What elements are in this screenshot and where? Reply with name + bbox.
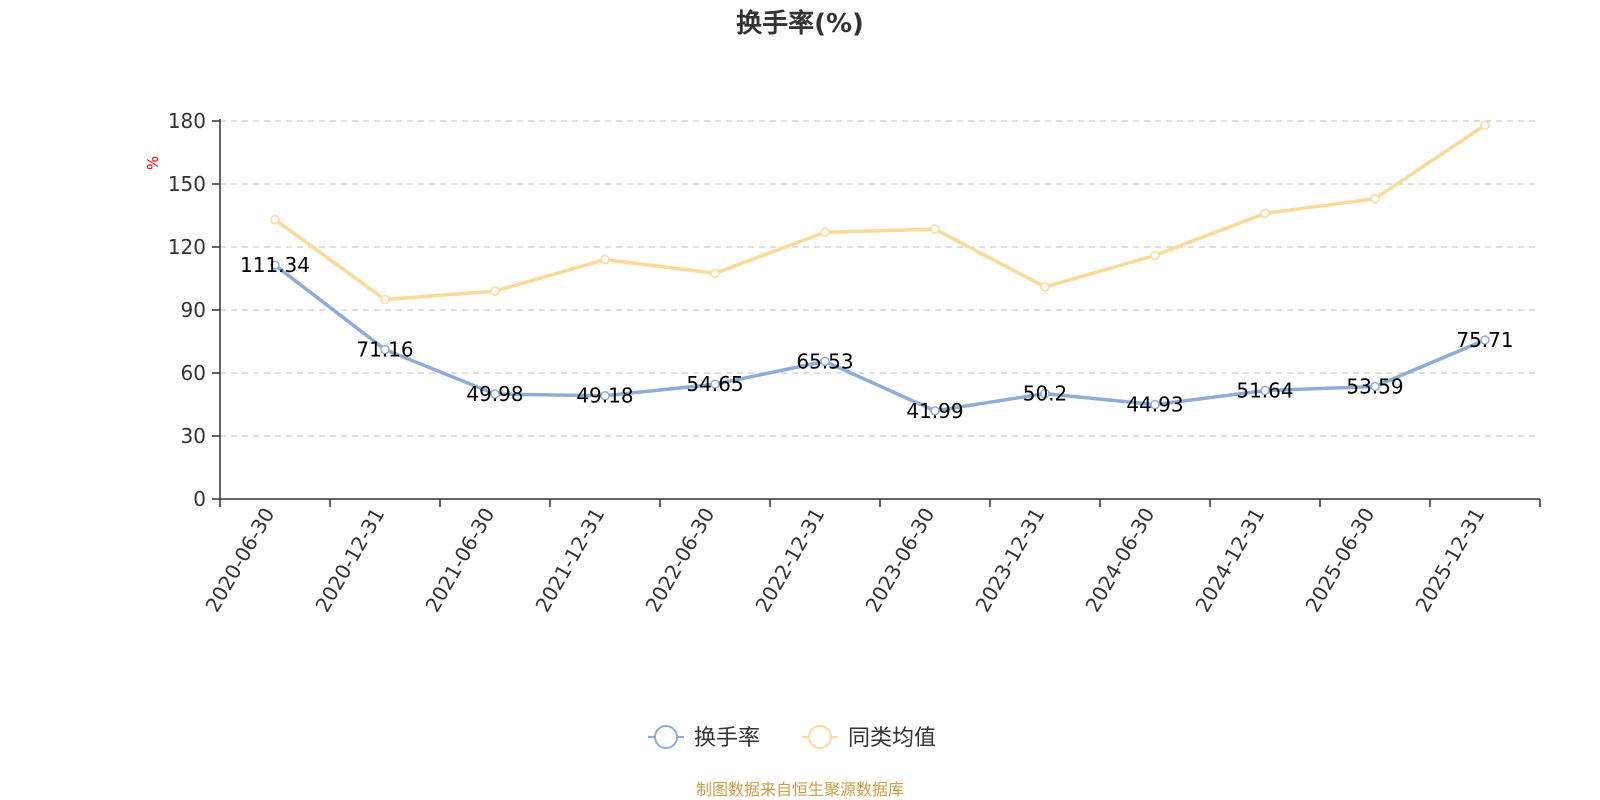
x-tick-label: 2023-12-31 <box>970 504 1049 617</box>
data-point-s1 <box>600 254 610 265</box>
data-point-s0 <box>1040 388 1050 399</box>
data-point-s0 <box>270 260 280 270</box>
data-point-s1 <box>1370 193 1380 204</box>
data-label: 51.64 <box>1236 379 1293 403</box>
data-label: 54.65 <box>686 372 743 396</box>
x-tick-label: 2022-06-30 <box>640 504 719 617</box>
data-point-s0 <box>930 406 940 416</box>
data-point-s0 <box>380 344 390 355</box>
data-point-s1 <box>270 214 280 225</box>
legend-circle-marker <box>808 725 832 749</box>
data-label: 65.53 <box>796 349 853 373</box>
data-label: 75.71 <box>1456 328 1513 352</box>
data-point-s1 <box>1260 208 1270 219</box>
data-point-s0 <box>1260 385 1270 396</box>
data-label: 44.93 <box>1126 393 1183 417</box>
data-point-s1 <box>930 224 940 234</box>
source-note: 制图数据来自恒生聚源数据库 <box>696 780 904 799</box>
data-point-s1 <box>1040 282 1050 292</box>
y-tick-label: 60 <box>181 361 206 385</box>
data-point-s1 <box>380 294 390 305</box>
legend-label: 同类均值 <box>848 726 936 751</box>
x-tick-label: 2023-06-30 <box>860 504 939 617</box>
data-point-s1 <box>490 286 500 296</box>
y-tick-label: 90 <box>181 298 206 322</box>
legend-item-1[interactable]: 同类均值 <box>802 725 936 751</box>
x-tick-label: 2020-06-30 <box>200 504 279 617</box>
data-label: 111.34 <box>240 253 310 277</box>
x-tick-label: 2025-12-31 <box>1410 504 1489 617</box>
data-point-s0 <box>820 356 830 367</box>
x-tick-label: 2020-12-31 <box>310 504 389 617</box>
y-axis-unit-label: % <box>144 156 162 170</box>
x-tick-label: 2024-06-30 <box>1080 504 1159 617</box>
x-tick-label: 2024-12-31 <box>1190 504 1269 617</box>
data-point-s1 <box>820 227 830 238</box>
data-point-s0 <box>490 389 500 399</box>
data-point-s0 <box>1370 381 1380 392</box>
legend-item-0[interactable]: 换手率 <box>648 725 760 751</box>
series-line-0 <box>273 263 1487 413</box>
data-point-s0 <box>1150 399 1160 410</box>
data-label: 49.18 <box>576 384 633 408</box>
data-point-s0 <box>600 390 610 401</box>
data-point-s1 <box>1480 120 1490 130</box>
y-tick-label: 150 <box>168 172 206 196</box>
data-label: 53.59 <box>1346 374 1403 398</box>
data-label: 50.2 <box>1023 382 1068 406</box>
series-line-1 <box>273 123 1487 302</box>
y-tick-label: 0 <box>193 487 206 511</box>
x-tick-label: 2021-12-31 <box>530 504 609 617</box>
y-tick-label: 30 <box>181 424 206 448</box>
data-point-s1 <box>710 268 720 278</box>
x-tick-label: 2021-06-30 <box>420 504 499 617</box>
series <box>270 120 1490 416</box>
data-label: 71.16 <box>356 338 413 362</box>
axes: 0 30 60 90 120 150 180 2020-06-30 2020-12-31 2021… <box>168 109 1541 617</box>
x-tick-label: 2025-06-30 <box>1300 504 1379 617</box>
chart-title: 换手率(%) <box>736 8 864 39</box>
data-point-s1 <box>1150 250 1160 261</box>
y-tick-label: 180 <box>168 109 206 133</box>
data-labels: 111.34 71.16 49.98 49.18 54.65 65.53 41.99 50.2… <box>240 253 1514 423</box>
y-tick-label: 120 <box>168 235 206 259</box>
x-tick-label: 2022-12-31 <box>750 504 829 617</box>
legend-label: 换手率 <box>694 726 760 751</box>
data-label: 41.99 <box>906 399 963 423</box>
legend-circle-marker <box>654 725 678 749</box>
data-point-s0 <box>1480 335 1490 345</box>
data-label: 49.98 <box>466 382 523 406</box>
data-point-s0 <box>710 379 720 389</box>
legend[interactable]: 换手率 同类均值 <box>648 725 936 751</box>
